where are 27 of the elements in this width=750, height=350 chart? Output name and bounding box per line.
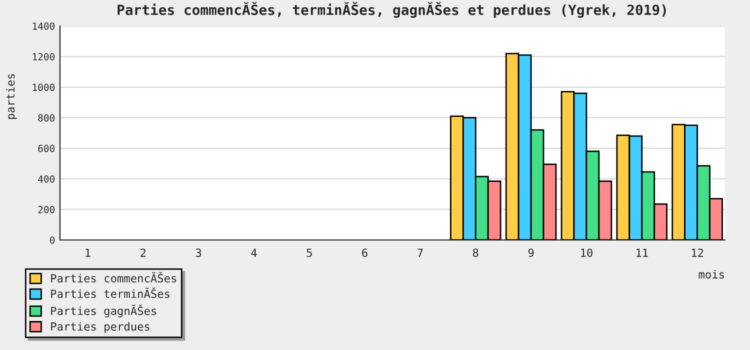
x-tick-label: 7: [418, 248, 423, 257]
legend-label: Parties perdues: [51, 322, 150, 333]
x-tick-label: 11: [636, 248, 648, 257]
x-tick-label: 4: [251, 248, 257, 257]
chart-title: Parties commencĂŠes, terminĂŠes, gagnĂŠes et perdues (Ygrek, 2019): [118, 2, 666, 18]
x-tick-label: 10: [581, 248, 592, 257]
x-tick-label: 3: [196, 248, 202, 257]
y-tick-label: 0: [50, 236, 55, 244]
y-tick-label: 800: [38, 114, 55, 122]
y-tick-label: 1400: [32, 22, 55, 30]
x-tick-label: 12: [692, 248, 704, 257]
x-tick-label: 9: [528, 248, 534, 257]
legend-label: Parties terminĂŠes: [51, 288, 170, 298]
y-axis-title: parties: [6, 74, 17, 119]
x-axis-title: mois: [698, 270, 724, 279]
x-tick-label: 5: [306, 248, 312, 257]
y-tick-label: 400: [38, 175, 55, 183]
legend-label: Parties gagnĂŠes: [51, 304, 156, 318]
legend-label: Parties commencĂŠes: [51, 272, 176, 282]
y-tick-label: 200: [38, 206, 55, 214]
x-tick-label: 1: [86, 248, 90, 257]
x-tick-label: 2: [140, 248, 146, 257]
y-tick-label: 1200: [32, 53, 55, 60]
y-tick-label: 1000: [32, 84, 55, 91]
y-tick-label: 600: [38, 144, 55, 152]
x-tick-label: 6: [362, 248, 368, 257]
x-tick-label: 8: [472, 248, 478, 257]
